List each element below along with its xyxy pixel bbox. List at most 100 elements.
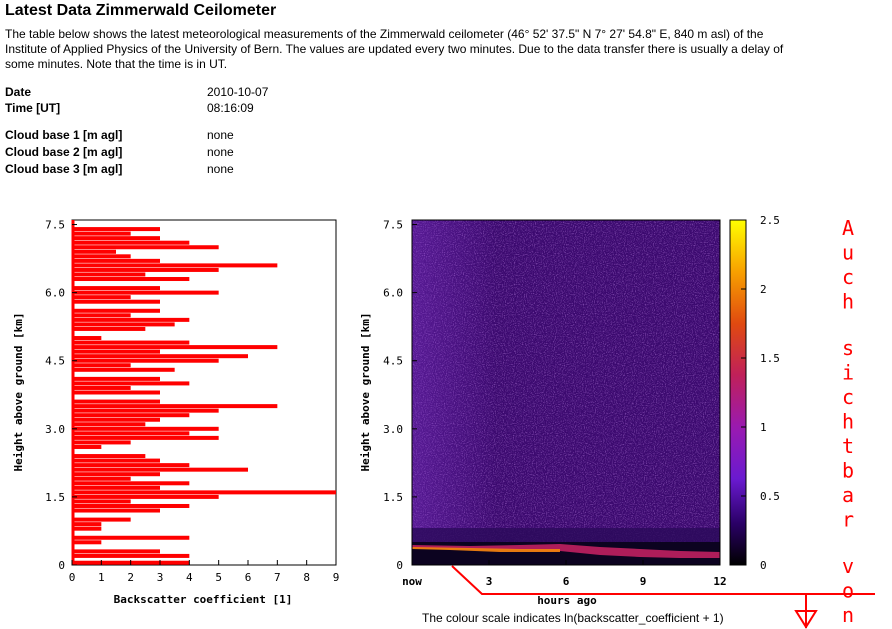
colorbar-tick-label: 2 bbox=[760, 283, 767, 296]
profile-bar bbox=[72, 345, 278, 350]
colorbar-tick-label: 0 bbox=[760, 559, 767, 572]
colorbar-tick-label: 1 bbox=[760, 421, 767, 434]
profile-bar bbox=[72, 376, 160, 381]
profile-bar bbox=[72, 367, 175, 372]
profile-bar bbox=[72, 227, 160, 232]
profile-bar bbox=[72, 267, 219, 272]
time-value: 08:16:09 bbox=[207, 101, 254, 115]
profile-bar bbox=[72, 426, 219, 431]
profile-bar bbox=[72, 522, 102, 527]
profile-bar bbox=[72, 517, 131, 522]
intro-text: The table below shows the latest meteoro… bbox=[5, 27, 784, 71]
heatmap-low-band bbox=[412, 528, 720, 542]
heatmap-y-tick-label: 1.5 bbox=[383, 491, 403, 504]
profile-bar bbox=[72, 240, 190, 245]
backscatter-heatmap-chart: now 3 6 9 12 01.53.04.56.07.5 hours ago Heig… bbox=[359, 214, 780, 607]
colorbar bbox=[729, 219, 747, 566]
profile-bar bbox=[72, 444, 102, 449]
profile-x-tick-label: 4 bbox=[186, 571, 193, 584]
profile-bar bbox=[72, 476, 131, 481]
profile-bar bbox=[72, 399, 160, 404]
heatmap-y-tick-label: 6.0 bbox=[383, 287, 403, 300]
profile-bar bbox=[72, 540, 102, 545]
profile-y-axis-label: Height above ground [km] bbox=[12, 313, 25, 472]
profile-bar bbox=[72, 422, 146, 427]
date-label: Date bbox=[5, 85, 32, 99]
profile-bar bbox=[72, 231, 131, 236]
heatmap-x-axis-label: hours ago bbox=[537, 594, 597, 607]
profile-bar bbox=[72, 317, 190, 322]
heatmap-y-tick-label: 3.0 bbox=[383, 423, 403, 436]
colorbar-tick-label: 2.5 bbox=[760, 214, 780, 227]
profile-x-tick-label: 5 bbox=[215, 571, 222, 584]
profile-y-tick-label: 1.5 bbox=[45, 491, 65, 504]
profile-bar bbox=[72, 508, 160, 513]
backscatter-profile-chart: 0 1 2 3 4 5 6 7 8 9 0 1.5 3.0 4.5 6.0 7.5 Backscatter … bbox=[12, 219, 339, 606]
date-value: 2010-10-07 bbox=[207, 85, 269, 99]
heatmap-noise-dark bbox=[412, 220, 720, 565]
colour-scale-caption: The colour scale indicates ln(backscatte… bbox=[422, 611, 724, 625]
profile-bar bbox=[72, 340, 190, 345]
profile-bar bbox=[72, 454, 146, 459]
heatmap-x-tick-label: 12 bbox=[713, 575, 726, 588]
profile-y-tick-label: 0 bbox=[58, 559, 65, 572]
profile-bar bbox=[72, 322, 175, 327]
cloud-base-2-value: none bbox=[207, 145, 234, 159]
profile-bar bbox=[72, 490, 336, 495]
profile-bar bbox=[72, 385, 131, 390]
profile-bar bbox=[72, 408, 219, 413]
annotation-pointer-line bbox=[451, 565, 875, 595]
profile-bar bbox=[72, 354, 248, 359]
profile-bar bbox=[72, 299, 160, 304]
time-label: Time [UT] bbox=[5, 101, 61, 115]
profile-x-tick-label: 6 bbox=[245, 571, 252, 584]
heatmap-y-tick-label: 7.5 bbox=[383, 219, 403, 232]
profile-bar bbox=[72, 526, 102, 531]
profile-x-tick-label: 3 bbox=[157, 571, 164, 584]
profile-bar bbox=[72, 258, 160, 263]
heatmap-y-axis-label: Height above ground [km] bbox=[359, 313, 372, 472]
profile-bar bbox=[72, 535, 190, 540]
heatmap-x-tick-label: 9 bbox=[640, 575, 647, 588]
cloud-base-1-value: none bbox=[207, 128, 234, 142]
profile-bar bbox=[72, 313, 131, 318]
profile-bar bbox=[72, 435, 219, 440]
profile-bar bbox=[72, 463, 190, 468]
profile-bar bbox=[72, 272, 146, 277]
profile-bar bbox=[72, 358, 219, 363]
profile-bar bbox=[72, 390, 160, 395]
profile-bar bbox=[72, 295, 131, 300]
profile-y-tick-label: 4.5 bbox=[45, 355, 65, 368]
profile-y-tick-label: 6.0 bbox=[45, 287, 65, 300]
heatmap-y-tick-label: 4.5 bbox=[383, 355, 403, 368]
profile-bar bbox=[72, 245, 219, 250]
profile-x-tick-label: 7 bbox=[274, 571, 281, 584]
heatmap-x-tick-label: 6 bbox=[563, 575, 570, 588]
profile-bar bbox=[72, 308, 160, 313]
cloud-base-2-label: Cloud base 2 [m agl] bbox=[5, 145, 123, 159]
cloud-base-3-value: none bbox=[207, 162, 234, 176]
profile-bar bbox=[72, 458, 160, 463]
colorbar-tick-label: 0.5 bbox=[760, 490, 780, 503]
profile-bar bbox=[72, 254, 131, 259]
profile-x-tick-label: 0 bbox=[69, 571, 76, 584]
profile-bar bbox=[72, 440, 131, 445]
page-title: Latest Data Zimmerwald Ceilometer bbox=[5, 2, 277, 19]
profile-bar bbox=[72, 413, 190, 418]
profile-bar bbox=[72, 549, 160, 554]
profile-x-tick-label: 8 bbox=[303, 571, 310, 584]
profile-x-tick-label: 1 bbox=[98, 571, 105, 584]
profile-bar bbox=[72, 336, 102, 341]
profile-bar bbox=[72, 249, 116, 254]
profile-y-tick-label: 3.0 bbox=[45, 423, 65, 436]
profile-bar bbox=[72, 277, 190, 282]
heatmap-boundary-layer bbox=[412, 544, 720, 558]
profile-x-tick-label: 2 bbox=[127, 571, 134, 584]
profile-bar bbox=[72, 431, 190, 436]
heatmap-y-tick-label: 0 bbox=[396, 559, 403, 572]
profile-bar bbox=[72, 263, 278, 268]
profile-bar bbox=[72, 503, 190, 508]
